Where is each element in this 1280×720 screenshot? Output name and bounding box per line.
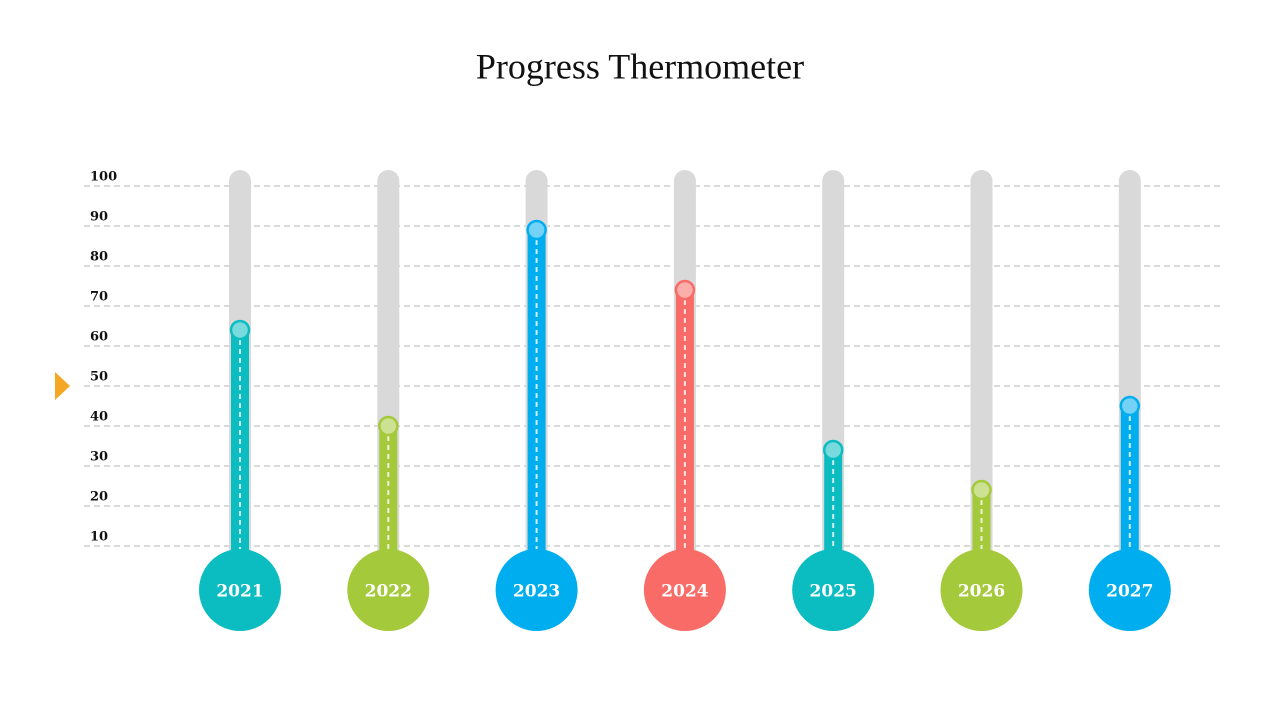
- chart-title: Progress Thermometer: [476, 46, 804, 86]
- category-circle: [347, 549, 430, 631]
- x-tick-label: 2022: [365, 582, 412, 602]
- y-tick-label: 80: [90, 250, 108, 265]
- bar-knob: [822, 439, 844, 461]
- bar-knob: [526, 219, 547, 241]
- x-tick-label: 2021: [216, 582, 263, 602]
- category-circle: [643, 549, 726, 631]
- category-circle: [1088, 549, 1171, 631]
- bar-knob: [971, 479, 992, 501]
- y-tick-label: 70: [90, 290, 108, 305]
- y-tick-label: 100: [90, 170, 117, 185]
- bar: [379, 426, 398, 570]
- category-circle: [495, 549, 578, 631]
- x-tick-label: 2027: [1106, 582, 1153, 602]
- y-tick-label: 20: [90, 490, 108, 505]
- x-tick-label: 2024: [661, 582, 708, 602]
- bar-knob: [229, 319, 251, 341]
- category-circle: [792, 549, 875, 631]
- y-tick-label: 30: [90, 450, 108, 465]
- y-tick-label: 50: [90, 370, 108, 385]
- x-tick-label: 2026: [958, 582, 1005, 602]
- bar-knob: [1119, 395, 1141, 417]
- x-tick-label: 2023: [513, 582, 560, 602]
- bar-knob: [674, 279, 696, 301]
- x-tick-label: 2025: [810, 582, 857, 602]
- bar-knob: [378, 415, 399, 437]
- y-tick-label: 10: [90, 530, 108, 545]
- y-tick-label: 60: [90, 330, 108, 345]
- category-circle: [940, 549, 1023, 631]
- bar: [527, 230, 546, 570]
- y-tick-label: 40: [90, 410, 108, 425]
- category-circle: [199, 549, 281, 631]
- target-marker: [55, 372, 70, 400]
- y-tick-label: 90: [90, 210, 108, 225]
